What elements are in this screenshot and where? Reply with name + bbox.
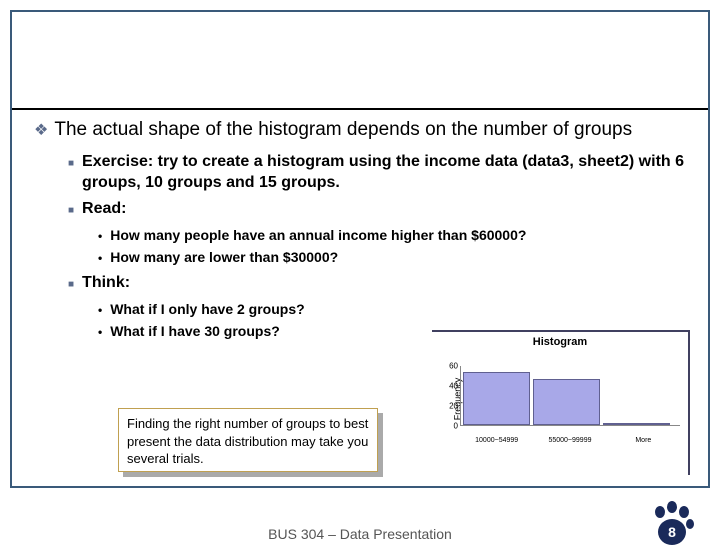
- sublist-level1: ■ Exercise: try to create a histogram us…: [68, 152, 686, 341]
- bullet-exercise-text: Exercise: try to create a histogram usin…: [82, 152, 686, 194]
- callout-box: Finding the right number of groups to be…: [118, 408, 378, 472]
- dot-bullet-icon: •: [98, 228, 102, 244]
- bullet-read: ■ Read:: [68, 199, 686, 220]
- read-q2-text: How many are lower than $30000?: [110, 248, 338, 267]
- square-bullet-icon: ■: [68, 278, 74, 291]
- chart-xlabels: 10000~5499955000~99999More: [460, 437, 680, 444]
- think-q2-text: What if I have 30 groups?: [110, 322, 280, 341]
- dot-bullet-icon: •: [98, 250, 102, 266]
- chart-bar: [463, 372, 530, 425]
- square-bullet-icon: ■: [68, 204, 74, 217]
- histogram-chart: Histogram Frequency 6040200 10000~549995…: [432, 330, 690, 475]
- chart-xlabel: More: [607, 437, 680, 444]
- chart-xlabel: 10000~54999: [460, 437, 533, 444]
- chart-ytick: 60: [449, 362, 458, 371]
- chart-xlabel: 55000~99999: [533, 437, 606, 444]
- dot-bullet-icon: •: [98, 324, 102, 340]
- bullet-read-text: Read:: [82, 199, 126, 220]
- slide-frame: ❖ The actual shape of the histogram depe…: [10, 10, 710, 488]
- read-q1: • How many people have an annual income …: [98, 226, 686, 245]
- title-band: [12, 12, 708, 110]
- read-sublist: • How many people have an annual income …: [98, 226, 686, 267]
- chart-bar: [603, 423, 670, 425]
- chart-area: Frequency 6040200 10000~5499955000~99999…: [460, 354, 680, 444]
- read-q2: • How many are lower than $30000?: [98, 248, 686, 267]
- main-bullet: ❖ The actual shape of the histogram depe…: [34, 118, 686, 142]
- chart-plot: [460, 366, 680, 426]
- think-q1-text: What if I only have 2 groups?: [110, 300, 304, 319]
- page-number-badge: 8: [648, 500, 696, 548]
- diamond-bullet-icon: ❖: [34, 121, 48, 141]
- page-number: 8: [648, 524, 696, 540]
- chart-ytick: 0: [454, 422, 458, 431]
- content-area: ❖ The actual shape of the histogram depe…: [12, 110, 708, 341]
- chart-bar: [533, 379, 600, 425]
- chart-ytick: 40: [449, 382, 458, 391]
- dot-bullet-icon: •: [98, 302, 102, 318]
- main-bullet-text: The actual shape of the histogram depend…: [54, 118, 632, 142]
- think-q1: • What if I only have 2 groups?: [98, 300, 686, 319]
- chart-ytick: 20: [449, 402, 458, 411]
- bullet-think: ■ Think:: [68, 273, 686, 294]
- square-bullet-icon: ■: [68, 157, 74, 170]
- chart-yticks: 60 40 20 0: [444, 354, 458, 444]
- bullet-exercise: ■ Exercise: try to create a histogram us…: [68, 152, 686, 194]
- callout-text: Finding the right number of groups to be…: [118, 408, 378, 472]
- bullet-think-text: Think:: [82, 273, 130, 294]
- chart-title: Histogram: [432, 336, 688, 348]
- read-q1-text: How many people have an annual income hi…: [110, 226, 526, 245]
